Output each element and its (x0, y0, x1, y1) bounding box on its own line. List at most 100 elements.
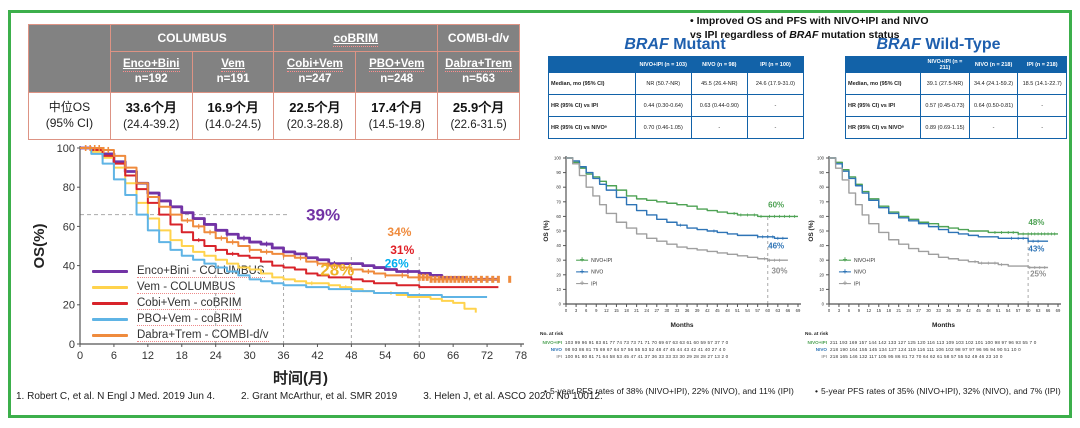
svg-text:Months: Months (932, 322, 955, 329)
km-chart-braf-mutant: 0 3 6 9 12 15 18 21 24 27 30 33 36 39 42 45 48 51 54 57 60 63… (540, 150, 810, 330)
empty-header (844, 56, 922, 73)
svg-text:+: + (580, 267, 585, 276)
svg-text:时间(月): 时间(月) (273, 369, 328, 386)
svg-text:30: 30 (556, 258, 561, 263)
svg-text:57: 57 (755, 308, 760, 313)
svg-text:OS(%): OS(%) (31, 223, 48, 268)
arm-name: PBO+Vem (369, 58, 425, 73)
svg-text:46%: 46% (768, 242, 784, 251)
legend-swatch (92, 301, 128, 305)
citation-3: 3. Helen J, et al. ASCO 2020. No 10012. (423, 391, 603, 402)
median-os-value: 16.9个月 (14.0-24.5) (191, 92, 275, 140)
ci-value: (14.0-24.5) (204, 118, 262, 131)
svg-text:NIVO: NIVO (854, 270, 866, 276)
svg-text:28%: 28% (320, 260, 354, 279)
cell: - (1017, 94, 1067, 117)
trial-header-combi: COMBI-d/v (437, 24, 520, 52)
median-os-value: 17.4个月 (14.5-19.8) (355, 92, 439, 140)
arm-name: Enco+Bini (122, 58, 180, 73)
svg-text:100: 100 (817, 155, 825, 160)
legend-swatch (92, 269, 128, 273)
pfs-text: 5-year PFS rates of 35% (NIVO+IPI), 32% … (820, 386, 1061, 396)
at-risk-arm: NIVO (815, 347, 827, 352)
at-risk-row: NIVO+IPI 103 99 96 91 83 81 77 74 73 73 7… (540, 339, 807, 346)
at-risk-row: IPI 218 165 146 132 117 105 95 86 81 72 7… (805, 353, 1072, 360)
svg-text:72: 72 (481, 350, 493, 362)
arm-header: Cobi+Vem n=247 (273, 51, 357, 93)
svg-text:48: 48 (725, 308, 730, 313)
svg-text:NIVO+IPI: NIVO+IPI (591, 258, 612, 264)
trial-name: COLUMBUS (157, 31, 227, 45)
svg-text:51: 51 (735, 308, 740, 313)
cell: 45.5 (26.4-NR) (690, 72, 748, 95)
title-line2: vs IPI regardless of (690, 28, 790, 41)
svg-text:100: 100 (554, 155, 562, 160)
pfs-text: 5-year PFS rates of 38% (NIVO+IPI), 22% … (549, 386, 794, 396)
svg-text:0: 0 (559, 301, 562, 306)
at-risk-values: 100 91 80 81 71 64 58 53 45 47 41 37 36 … (565, 354, 729, 359)
svg-text:90: 90 (819, 170, 824, 175)
svg-text:0: 0 (822, 301, 825, 306)
svg-text:69: 69 (1056, 308, 1061, 313)
median-value: 33.6个月 (125, 99, 177, 115)
title-line1: Improved OS and PFS with NIVO+IPI and NI… (696, 15, 929, 27)
km-chart-os-left: Enco+Bini - COLUMBUS Vem - COLUMBUS Cobi… (30, 136, 535, 386)
ci-value: (14.5-19.8) (368, 118, 425, 131)
braf-wildtype-title: BRAF Wild-Type (805, 36, 1072, 54)
svg-text:42: 42 (705, 308, 710, 313)
wildtype-word: Wild-Type (920, 36, 1001, 53)
row-label-l1: 中位OS (48, 100, 91, 115)
svg-text:43%: 43% (1028, 244, 1044, 253)
median-os-value: 33.6个月 (24.4-39.2) (109, 92, 193, 140)
arm-name: Cobi+Vem (286, 58, 343, 73)
arm-header: Vem n=191 (191, 51, 275, 93)
arm-name: Dabra+Trem (445, 58, 512, 73)
svg-text:30%: 30% (771, 266, 787, 275)
svg-text:26%: 26% (385, 257, 409, 271)
bullet: • (815, 386, 818, 396)
svg-text:0: 0 (565, 308, 568, 313)
svg-text:36: 36 (946, 308, 951, 313)
svg-text:39: 39 (695, 308, 700, 313)
svg-text:90: 90 (556, 170, 561, 175)
at-risk-arm: NIVO+IPI (807, 340, 827, 345)
svg-text:54: 54 (745, 308, 750, 313)
citation-2: 2. Grant McArthur, et al. SMR 2019 (241, 391, 398, 402)
row-label: HR (95% CI) vs NIVOᵃ (844, 116, 922, 139)
svg-text:30: 30 (926, 308, 931, 313)
svg-text:Months: Months (670, 322, 693, 329)
svg-text:24: 24 (906, 308, 911, 313)
trial-header-cobrim: coBRIM (273, 24, 439, 52)
at-risk-table-wildtype: No. at risk NIVO+IPI 211 193 169 157 144 … (805, 332, 1072, 360)
row-label: Median, mo (95% CI) (844, 72, 922, 95)
wildtype-stats-table: NIVO+IPI (n = 211) NIVO (n = 218) IPI (n… (844, 56, 1067, 139)
svg-text:40: 40 (63, 260, 75, 272)
legend-label: PBO+Vem - coBRIM (137, 312, 243, 326)
arm-n: n=247 (298, 73, 332, 85)
bullet: • (544, 386, 547, 396)
at-risk-arm: NIVO (550, 347, 562, 352)
col-header: NIVO (n = 218) (968, 56, 1019, 73)
cell: - (968, 116, 1019, 139)
median-value: 25.9个月 (452, 99, 505, 115)
title-braf: BRAF (789, 28, 819, 41)
svg-text:48: 48 (345, 350, 357, 362)
trial-name: coBRIM (333, 31, 379, 47)
at-risk-values: 98 93 86 81 75 69 67 64 57 56 55 53 52 4… (565, 347, 726, 352)
median-value: 22.5个月 (289, 99, 341, 115)
median-os-value: 22.5个月 (20.3-28.8) (273, 92, 357, 140)
svg-text:60%: 60% (768, 201, 784, 210)
svg-text:10: 10 (556, 287, 561, 292)
row-label: HR (95% CI) vs IPI (844, 94, 922, 117)
cell: 0.63 (0.44-0.90) (690, 94, 748, 117)
bullet: • (690, 15, 694, 27)
svg-text:3: 3 (838, 308, 841, 313)
at-risk-table-mutant: No. at risk NIVO+IPI 103 99 96 91 83 81 7… (540, 332, 807, 360)
svg-text:40: 40 (819, 243, 824, 248)
cell: - (690, 116, 748, 139)
row-label: Median, mo (95% CI) (548, 72, 636, 95)
svg-text:18: 18 (886, 308, 891, 313)
svg-text:31%: 31% (390, 243, 414, 257)
cell: 0.44 (0.30-0.64) (634, 94, 692, 117)
svg-text:+: + (843, 255, 848, 264)
